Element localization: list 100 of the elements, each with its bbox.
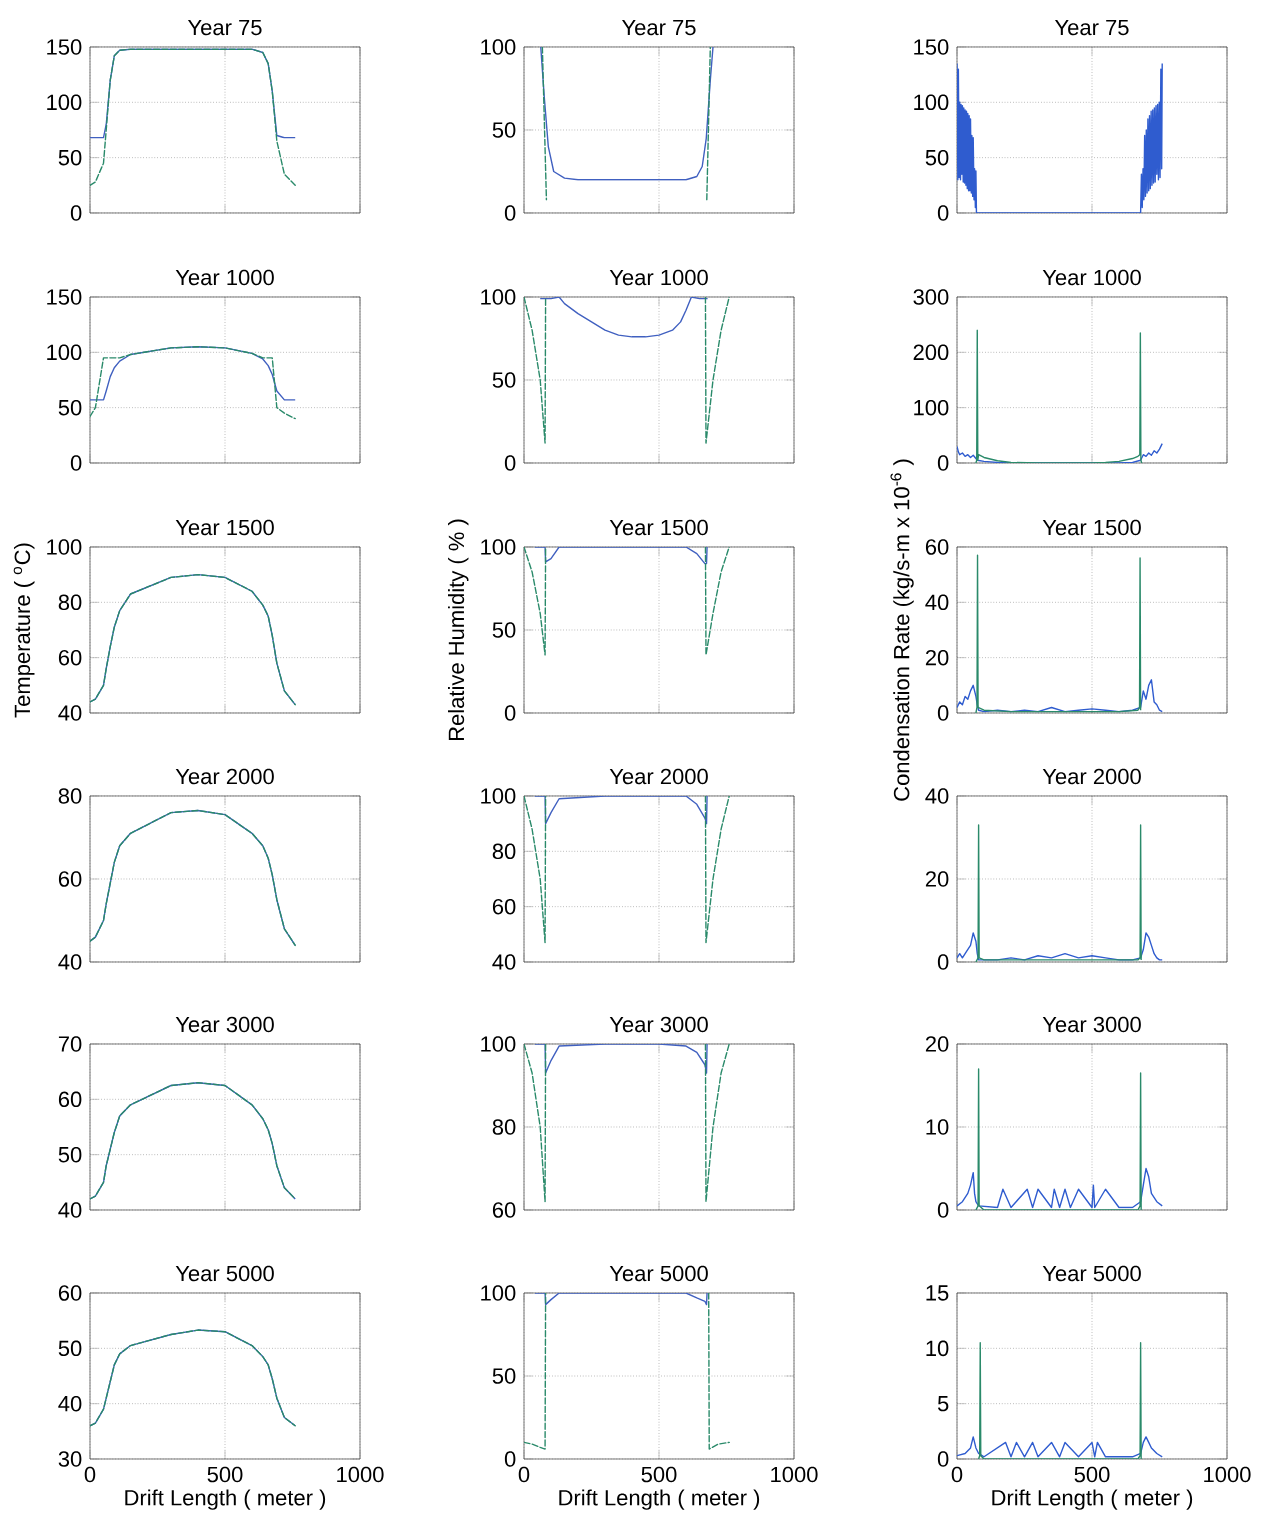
chart-title: Year 1500 bbox=[609, 519, 708, 536]
y-tick-label: 15 bbox=[926, 1285, 949, 1301]
y-tick-label: 0 bbox=[504, 1451, 516, 1467]
y-tick-label: 5 bbox=[937, 1396, 949, 1412]
y-tick-label: 150 bbox=[914, 39, 949, 55]
chart-title: Year 75 bbox=[621, 19, 696, 36]
y-tick-label: 40 bbox=[925, 788, 949, 804]
y-tick-label: 0 bbox=[937, 1451, 949, 1467]
y-tick-label: 60 bbox=[492, 898, 516, 915]
y-tick-label: 80 bbox=[492, 843, 516, 860]
y-tick-label: 300 bbox=[913, 289, 949, 305]
x-axis-title: Drift Length ( meter ) bbox=[992, 1489, 1193, 1510]
y-tick-label: 80 bbox=[492, 1119, 516, 1135]
y-tick-label: 60 bbox=[58, 871, 82, 887]
y-tick-label: 40 bbox=[58, 954, 82, 970]
x-tick-label: 0 bbox=[951, 1466, 963, 1483]
y-tick-label: 30 bbox=[58, 1451, 82, 1467]
y-tick-label: 40 bbox=[492, 954, 516, 970]
x-tick-label: 1000 bbox=[771, 1466, 818, 1483]
chart-title: Year 5000 bbox=[1042, 1265, 1141, 1282]
y-tick-label: 100 bbox=[914, 94, 949, 111]
chart-title: Year 5000 bbox=[609, 1265, 708, 1282]
chart-title: Year 3000 bbox=[609, 1016, 708, 1033]
y-tick-label: 40 bbox=[58, 1395, 82, 1412]
y-tick-label: 100 bbox=[914, 399, 949, 416]
y-tick-label: 0 bbox=[937, 455, 949, 471]
y-tick-label: 50 bbox=[58, 149, 82, 166]
line-series bbox=[957, 1167, 1163, 1209]
y-tick-label: 50 bbox=[58, 399, 82, 416]
x-tick-label: 0 bbox=[518, 1466, 530, 1483]
x-tick-label: 500 bbox=[207, 1466, 243, 1483]
x-axis-title: Drift Length ( meter ) bbox=[125, 1489, 326, 1510]
y-tick-label: 50 bbox=[925, 149, 949, 166]
y-tick-label: 150 bbox=[47, 289, 82, 305]
y-tick-label: 50 bbox=[492, 372, 516, 388]
line-series bbox=[534, 1043, 708, 1074]
line-series bbox=[957, 679, 1163, 713]
y-tick-label: 0 bbox=[937, 1202, 949, 1218]
chart-title: Year 1000 bbox=[609, 269, 708, 286]
y-tick-label: 60 bbox=[492, 1202, 516, 1218]
y-tick-label: 60 bbox=[58, 1285, 82, 1301]
chart-title: Year 75 bbox=[187, 19, 262, 36]
y-tick-label: 100 bbox=[47, 344, 82, 361]
y-tick-label: 150 bbox=[47, 39, 82, 55]
y-tick-label: 50 bbox=[58, 1340, 82, 1357]
chart-title: Year 1000 bbox=[175, 269, 274, 286]
line-series bbox=[90, 573, 296, 706]
chart-title: Year 75 bbox=[1054, 19, 1129, 36]
y-tick-label: 80 bbox=[58, 788, 82, 804]
y-tick-label: 40 bbox=[925, 594, 949, 611]
y-tick-label: 100 bbox=[481, 289, 516, 305]
y-tick-label: 100 bbox=[47, 539, 82, 555]
y-tick-label: 100 bbox=[481, 1036, 516, 1052]
chart-title: Year 1500 bbox=[1042, 519, 1141, 536]
line-series bbox=[539, 296, 709, 338]
x-tick-label: 0 bbox=[84, 1466, 96, 1483]
line-series bbox=[90, 809, 296, 947]
y-tick-label: 0 bbox=[504, 455, 516, 471]
y-tick-label: 60 bbox=[58, 649, 82, 666]
y-tick-label: 100 bbox=[47, 94, 82, 111]
x-tick-label: 500 bbox=[1074, 1466, 1110, 1483]
chart-title: Year 3000 bbox=[1042, 1016, 1141, 1033]
y-tick-label: 60 bbox=[925, 539, 949, 555]
y-tick-label: 50 bbox=[492, 622, 516, 638]
y-tick-label: 50 bbox=[492, 1368, 516, 1384]
y-tick-label: 0 bbox=[70, 455, 82, 471]
y-tick-label: 20 bbox=[925, 871, 949, 887]
chart-title: Year 1000 bbox=[1042, 269, 1141, 286]
y-axis-title: Condensation Rate (kg/s-m x 10$^{-6}$ ) bbox=[890, 459, 914, 801]
y-tick-label: 0 bbox=[937, 954, 949, 970]
y-tick-label: 100 bbox=[481, 1285, 516, 1301]
y-tick-label: 10 bbox=[926, 1340, 949, 1357]
y-axis-title: Relative Humidity ( % ) bbox=[448, 519, 469, 741]
line-series bbox=[90, 1082, 296, 1200]
y-tick-label: 0 bbox=[504, 705, 516, 721]
y-tick-label: 100 bbox=[481, 39, 516, 55]
y-tick-label: 20 bbox=[925, 649, 949, 666]
y-tick-label: 10 bbox=[926, 1119, 949, 1135]
chart-title: Year 5000 bbox=[175, 1265, 274, 1282]
y-tick-label: 0 bbox=[937, 205, 949, 221]
chart-title: Year 3000 bbox=[175, 1016, 274, 1033]
y-tick-label: 70 bbox=[58, 1036, 82, 1052]
line-series bbox=[90, 1329, 296, 1427]
y-tick-label: 50 bbox=[58, 1146, 82, 1163]
chart-title: Year 1500 bbox=[175, 519, 274, 536]
x-tick-label: 500 bbox=[641, 1466, 677, 1483]
y-tick-label: 40 bbox=[58, 705, 82, 721]
y-tick-label: 0 bbox=[937, 705, 949, 721]
y-tick-label: 100 bbox=[481, 788, 516, 804]
chart-title: Year 2000 bbox=[175, 768, 274, 785]
y-tick-label: 80 bbox=[58, 594, 82, 611]
x-tick-label: 1000 bbox=[1204, 1466, 1251, 1483]
chart-title: Year 2000 bbox=[1042, 768, 1141, 785]
y-tick-label: 200 bbox=[913, 344, 949, 361]
y-tick-label: 0 bbox=[70, 205, 82, 221]
y-axis-title: Temperature ( $^{o}$C) bbox=[13, 543, 35, 718]
y-tick-label: 60 bbox=[58, 1091, 82, 1108]
y-tick-label: 100 bbox=[481, 539, 516, 555]
x-tick-label: 1000 bbox=[337, 1466, 384, 1483]
y-tick-label: 20 bbox=[925, 1036, 949, 1052]
